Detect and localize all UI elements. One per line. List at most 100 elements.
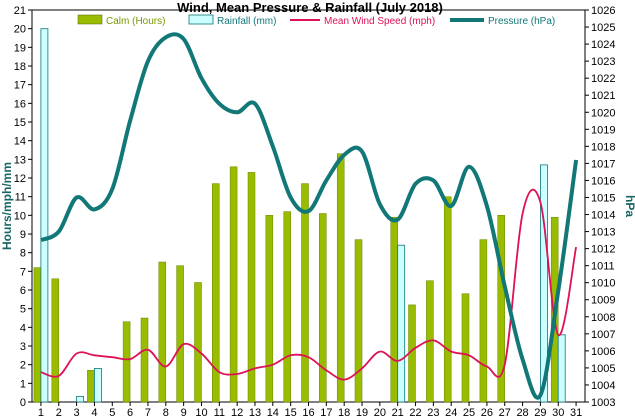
y-tick-right-1014: 1014 [591, 210, 615, 222]
y-tick-right-1013: 1013 [591, 227, 615, 239]
x-tick-13: 13 [249, 407, 261, 419]
y-tick-right-1003: 1003 [591, 397, 615, 409]
y-tick-left-16: 16 [14, 98, 26, 110]
bar-calm-day-26 [479, 239, 488, 403]
x-tick-25: 25 [463, 407, 475, 419]
bar-calm-day-14 [265, 215, 274, 403]
bar-calm-day-19 [354, 239, 363, 403]
bar-calm-day-16 [301, 183, 309, 403]
x-tick-7: 7 [145, 407, 151, 419]
x-tick-23: 23 [427, 407, 439, 419]
y-tick-right-1024: 1024 [591, 39, 615, 51]
y-tick-right-1011: 1011 [591, 261, 615, 273]
y-tick-right-1004: 1004 [591, 380, 615, 392]
y-axis-label-left: Hours/mph/mm [0, 162, 14, 250]
y-tick-right-1008: 1008 [591, 312, 615, 324]
bar-calm-day-1 [33, 267, 42, 403]
y-tick-left-17: 17 [14, 80, 26, 92]
ticks-layer: 0123456789101112131415161718192021100310… [14, 5, 616, 419]
y-tick-left-7: 7 [20, 266, 26, 278]
legend-label-wind: Mean Wind Speed (mph) [324, 16, 435, 27]
legend: Calm (Hours) Rainfall (mm) Mean Wind Spe… [77, 14, 555, 27]
bar-rainfall-day-4 [94, 367, 102, 403]
x-tick-3: 3 [74, 407, 80, 419]
y-tick-left-12: 12 [14, 173, 26, 185]
x-tick-16: 16 [302, 407, 314, 419]
y-tick-left-9: 9 [20, 229, 26, 241]
x-tick-8: 8 [163, 407, 169, 419]
bar-calm-day-4 [87, 370, 95, 403]
legend-label-calm: Calm (Hours) [106, 16, 165, 27]
x-tick-1: 1 [38, 407, 44, 419]
x-tick-9: 9 [181, 407, 187, 419]
x-tick-31: 31 [570, 407, 582, 419]
bar-rainfall-day-30 [557, 334, 566, 403]
y-tick-left-2: 2 [20, 360, 26, 372]
y-tick-left-0: 0 [20, 397, 26, 409]
x-tick-22: 22 [409, 407, 421, 419]
y-tick-right-1015: 1015 [591, 192, 615, 204]
y-tick-right-1026: 1026 [591, 5, 615, 17]
bar-calm-day-27 [497, 215, 505, 403]
y-tick-left-13: 13 [14, 154, 26, 166]
x-tick-24: 24 [445, 407, 457, 419]
y-tick-right-1016: 1016 [591, 175, 615, 187]
x-tick-18: 18 [338, 407, 350, 419]
line-mean-wind-speed [40, 188, 577, 381]
x-tick-21: 21 [392, 407, 404, 419]
y-tick-right-1023: 1023 [591, 56, 615, 68]
legend-label-pressure: Pressure (hPa) [488, 16, 555, 27]
y-tick-right-1005: 1005 [591, 363, 615, 375]
bar-calm-day-2 [51, 278, 60, 403]
y-tick-left-10: 10 [14, 210, 26, 222]
y-tick-right-1017: 1017 [591, 158, 615, 170]
x-tick-17: 17 [320, 407, 332, 419]
y-tick-right-1009: 1009 [591, 295, 615, 307]
bar-calm-day-25 [461, 293, 470, 403]
x-tick-5: 5 [109, 407, 115, 419]
y-axis-label-right: hPa [623, 195, 635, 217]
bar-calm-day-7 [140, 317, 149, 403]
y-tick-right-1010: 1010 [591, 278, 615, 290]
y-tick-right-1021: 1021 [591, 90, 615, 102]
y-tick-left-15: 15 [14, 117, 26, 129]
y-tick-left-4: 4 [20, 322, 26, 334]
y-tick-right-1020: 1020 [591, 107, 615, 119]
y-tick-left-8: 8 [20, 248, 26, 260]
bar-rainfall-day-21 [397, 244, 406, 403]
bar-calm-day-24 [443, 196, 452, 403]
y-tick-right-1019: 1019 [591, 124, 615, 136]
y-tick-left-1: 1 [20, 378, 26, 390]
x-tick-19: 19 [356, 407, 368, 419]
x-tick-2: 2 [56, 407, 62, 419]
bar-calm-day-10 [194, 282, 202, 403]
x-tick-27: 27 [499, 407, 511, 419]
y-tick-left-18: 18 [14, 61, 26, 73]
x-tick-28: 28 [516, 407, 528, 419]
x-tick-30: 30 [552, 407, 564, 419]
bar-calm-day-13 [247, 172, 256, 403]
bar-calm-day-8 [158, 261, 167, 403]
x-tick-26: 26 [481, 407, 493, 419]
bar-calm-day-6 [122, 321, 131, 403]
bar-calm-day-18 [336, 153, 345, 403]
y-tick-left-14: 14 [14, 136, 26, 148]
x-tick-6: 6 [127, 407, 133, 419]
y-tick-left-5: 5 [20, 304, 26, 316]
x-tick-29: 29 [534, 407, 546, 419]
legend-swatch-rainfall [188, 14, 214, 25]
x-tick-11: 11 [214, 407, 225, 419]
legend-swatch-calm [77, 14, 103, 25]
y-tick-right-1018: 1018 [591, 141, 615, 153]
x-tick-4: 4 [91, 407, 97, 419]
y-tick-left-19: 19 [14, 42, 26, 54]
y-tick-left-11: 11 [15, 192, 26, 204]
y-tick-left-20: 20 [14, 24, 26, 36]
bar-calm-day-17 [319, 213, 327, 403]
bar-calm-day-11 [212, 183, 220, 403]
bar-rainfall-day-1 [40, 28, 49, 403]
x-tick-12: 12 [231, 407, 243, 419]
legend-label-rainfall: Rainfall (mm) [217, 16, 276, 27]
y-tick-left-6: 6 [20, 285, 26, 297]
lines-layer [40, 32, 579, 400]
